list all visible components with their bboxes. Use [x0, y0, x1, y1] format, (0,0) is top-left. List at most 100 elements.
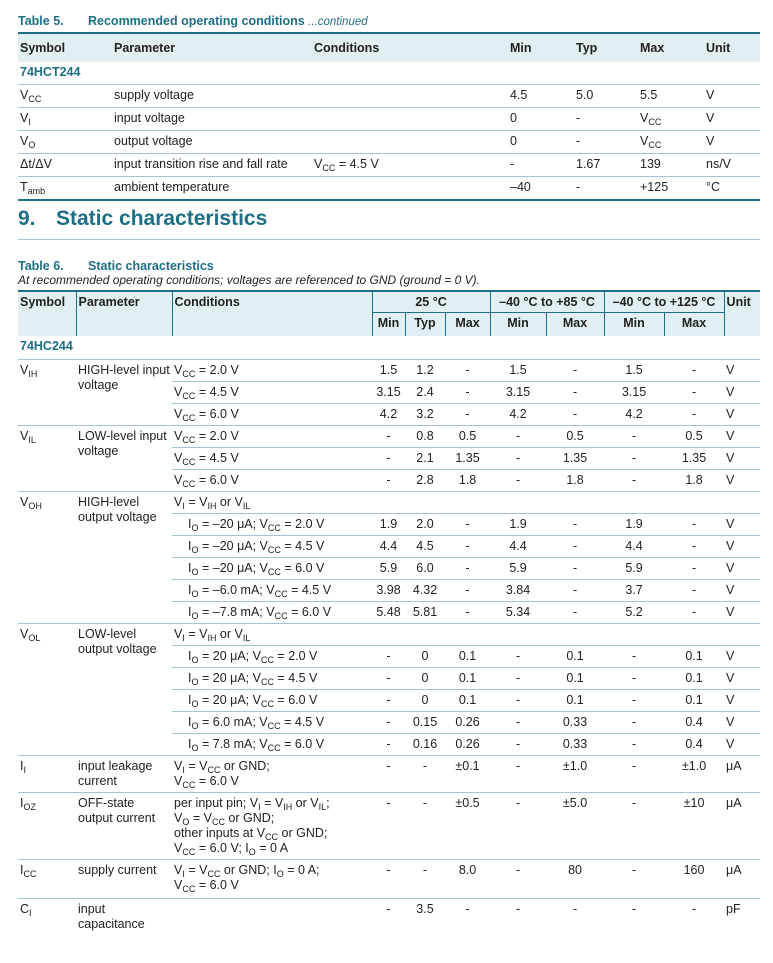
unit: μA	[724, 792, 761, 860]
unit: V	[724, 359, 761, 382]
value: -	[546, 513, 605, 536]
conditions: VCC = 4.5 V	[172, 447, 372, 470]
header-25c: 25 °C	[371, 290, 491, 313]
unit: V	[724, 535, 761, 558]
value: 4.2	[490, 403, 547, 426]
value: 0.33	[546, 711, 605, 734]
value: -	[445, 535, 491, 558]
conditions: IO = –20 μA; VCC = 4.5 V	[172, 535, 372, 558]
table-row: VOH HIGH-level output voltage VI = VIH or …	[18, 491, 761, 624]
value: 2.4	[405, 381, 445, 404]
value: 1.35	[546, 447, 605, 470]
conditions: IO = –6.0 mA; VCC = 4.5 V	[172, 579, 372, 602]
unit: V	[724, 557, 761, 580]
value: 5.48	[372, 601, 405, 624]
header-85c: –40 °C to +85 °C	[489, 290, 605, 313]
value: -	[664, 557, 725, 580]
value: -	[490, 645, 547, 668]
parameter: supply current	[76, 859, 172, 899]
max: 139	[638, 153, 704, 177]
param: ambient temperature	[112, 176, 312, 201]
value: -	[604, 755, 665, 793]
table-row: IO = 7.8 mA; VCC = 6.0 V -0.16 0.26-0.33-0…	[18, 733, 761, 756]
table-row: VCC = 4.5 V 3.15 2.4-3.15-3.15- V	[18, 381, 761, 404]
value: -	[490, 425, 547, 448]
value: -	[664, 381, 725, 404]
conditions: VI = VIH or VIL	[172, 623, 372, 646]
value: -	[372, 689, 405, 712]
typ: -	[574, 130, 638, 154]
conditions	[172, 898, 372, 937]
value: -	[546, 381, 605, 404]
table-row: IO = –7.8 mA; VCC = 6.0 V 5.48 5.81-5.34-5…	[18, 601, 761, 624]
symbol: VCC	[18, 84, 112, 108]
value: -	[546, 898, 605, 937]
value: 4.2	[372, 403, 405, 426]
value	[546, 623, 605, 646]
value: -	[546, 403, 605, 426]
header-max: Max	[638, 32, 704, 62]
static-characteristics-table: Symbol Parameter Conditions 25 °C –40 °C…	[18, 290, 761, 937]
conditions: per input pin; VI = VIH or VIL; VO = VCC …	[172, 792, 372, 860]
min: 4.5	[508, 84, 574, 108]
cond	[312, 84, 508, 108]
value	[490, 623, 547, 646]
param: input transition rise and fall rate	[112, 153, 312, 177]
unit: ns/V	[704, 153, 760, 177]
min: –40	[508, 176, 574, 201]
value: 3.15	[490, 381, 547, 404]
value: 1.5	[372, 359, 405, 382]
table-row: VIL LOW-level input voltage VCC = 2.0 V -0.…	[18, 425, 761, 492]
value: -	[546, 359, 605, 382]
header-parameter: Parameter	[112, 32, 312, 62]
conditions: IO = 7.8 mA; VCC = 6.0 V	[172, 733, 372, 756]
symbol: IOZ	[18, 792, 76, 860]
value: -	[490, 711, 547, 734]
group-label: 74HC244	[20, 339, 73, 353]
header-conditions: Conditions	[312, 32, 508, 62]
value: 5.34	[490, 601, 547, 624]
min: 0	[508, 107, 574, 131]
value	[546, 491, 605, 514]
value: -	[445, 898, 491, 937]
value: -	[546, 557, 605, 580]
table6: Table 6. Static characteristics At recomm…	[18, 259, 761, 937]
value: ±0.5	[445, 792, 491, 860]
value: -	[490, 469, 547, 492]
value	[405, 491, 445, 514]
value: 160	[664, 859, 725, 899]
value: -	[445, 403, 491, 426]
value: 1.5	[604, 359, 665, 382]
symbol: VO	[18, 130, 112, 154]
value: 5.81	[405, 601, 445, 624]
conditions: IO = –20 μA; VCC = 6.0 V	[172, 557, 372, 580]
table5-caption: Table 5. Recommended operating conditions…	[18, 14, 368, 28]
value: -	[372, 667, 405, 690]
parameter: input capacitance	[76, 898, 172, 937]
value: 0.5	[664, 425, 725, 448]
symbol: VIH	[18, 359, 76, 426]
value: 0.5	[445, 425, 491, 448]
value: -	[604, 645, 665, 668]
table-row: Tamb ambient temperature –40- +125 °C	[18, 176, 760, 201]
value	[604, 491, 665, 514]
value: 4.4	[372, 535, 405, 558]
header-conditions: Conditions	[171, 290, 372, 336]
section-divider	[18, 239, 760, 240]
value	[445, 491, 491, 514]
value: 5.9	[490, 557, 547, 580]
section-heading: 9. Static characteristics	[18, 207, 268, 230]
value: 1.2	[405, 359, 445, 382]
value: 0.15	[405, 711, 445, 734]
value: 4.2	[604, 403, 665, 426]
value: ±1.0	[664, 755, 725, 793]
table-row: VOL LOW-level output voltage VI = VIH or V…	[18, 623, 761, 756]
table6-note: At recommended operating conditions; vol…	[18, 273, 480, 287]
value	[372, 491, 405, 514]
value	[490, 491, 547, 514]
symbol: VIL	[18, 425, 76, 492]
value: -	[372, 425, 405, 448]
conditions: VI = VIH or VIL	[172, 491, 372, 514]
typ: 5.0	[574, 84, 638, 108]
value: 0.4	[664, 733, 725, 756]
